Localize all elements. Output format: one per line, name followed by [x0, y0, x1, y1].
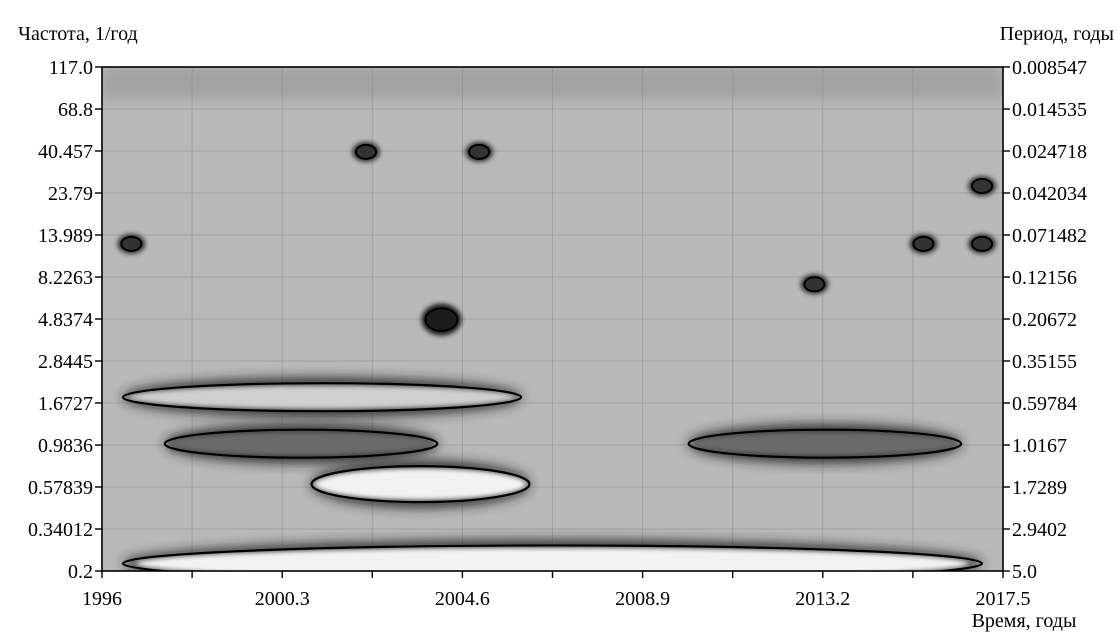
left-tick-label: 0.2 — [68, 561, 93, 583]
right-axis-label: Период, годы — [1000, 23, 1114, 45]
right-tick-label: 0.024718 — [1012, 141, 1087, 163]
x-axis-label: Время, годы — [972, 610, 1077, 632]
left-tick-label: 0.34012 — [28, 519, 93, 541]
x-tick-label: 2004.6 — [435, 588, 490, 610]
ridge-band — [687, 424, 963, 463]
spectral-spot — [465, 141, 494, 162]
right-tick-label: 0.35155 — [1012, 351, 1077, 373]
right-tick-label: 0.59784 — [1012, 393, 1077, 415]
left-tick-label: 4.8374 — [38, 309, 93, 331]
ridge-band — [163, 424, 439, 463]
left-tick-label: 23.79 — [48, 183, 93, 205]
right-tick-label: 0.071482 — [1012, 225, 1087, 247]
x-axis: 1996 2000.3 2004.6 2008.9 2013.2 2017.5 — [82, 571, 1031, 610]
ridge-band — [121, 378, 523, 417]
left-tick-label: 0.57839 — [28, 477, 93, 499]
spectral-features — [117, 141, 997, 571]
x-tick-label: 1996 — [82, 588, 122, 610]
spectral-spot — [909, 233, 938, 254]
right-tick-label: 1.0167 — [1012, 435, 1067, 457]
left-tick-label: 8.2263 — [38, 267, 93, 289]
x-tick-label: 2000.3 — [255, 588, 310, 610]
spectral-spot — [800, 274, 829, 295]
ridge-band — [310, 461, 531, 508]
spectral-spot — [421, 303, 462, 336]
spectral-spot — [968, 233, 997, 254]
spectral-spot — [352, 141, 381, 162]
left-tick-label: 117.0 — [49, 57, 93, 79]
ridge-band — [121, 540, 984, 571]
grid — [102, 67, 1003, 571]
x-tick-label: 2017.5 — [976, 588, 1031, 610]
right-tick-label: 0.014535 — [1012, 99, 1087, 121]
left-tick-label: 13.989 — [38, 225, 93, 247]
x-tick-label: 2013.2 — [795, 588, 850, 610]
plot-area — [102, 67, 1003, 571]
left-tick-label: 40.457 — [38, 141, 93, 163]
right-tick-label: 1.7289 — [1012, 477, 1067, 499]
left-tick-label: 2.8445 — [38, 351, 93, 373]
spectral-spot — [968, 175, 997, 196]
right-tick-label: 0.12156 — [1012, 267, 1077, 289]
right-axis: 0.008547 0.014535 0.024718 0.042034 0.071482… — [1003, 57, 1087, 583]
left-axis: 117.0 68.8 40.457 23.79 13.989 8.2263 4.8374 2.… — [28, 57, 102, 583]
left-tick-label: 1.6727 — [38, 393, 93, 415]
right-tick-label: 0.008547 — [1012, 57, 1087, 79]
spectral-spot — [117, 233, 146, 254]
left-tick-label: 68.8 — [58, 99, 93, 121]
right-tick-label: 2.9402 — [1012, 519, 1067, 541]
left-axis-label: Частота, 1/год — [18, 23, 138, 45]
x-tick-label: 2008.9 — [615, 588, 670, 610]
left-tick-label: 0.9836 — [38, 435, 93, 457]
right-tick-label: 0.20672 — [1012, 309, 1077, 331]
right-tick-label: 0.042034 — [1012, 183, 1087, 205]
right-tick-label: 5.0 — [1012, 561, 1037, 583]
